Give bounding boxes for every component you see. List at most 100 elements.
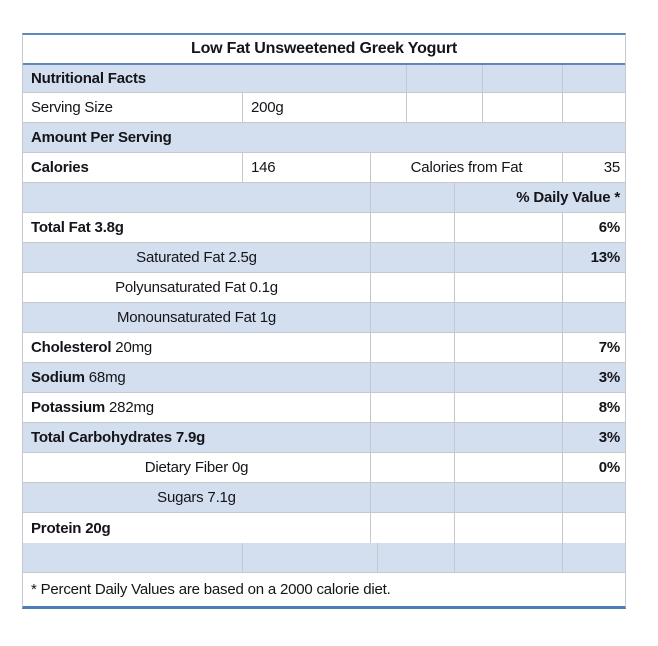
- nutrient-label: Sodium 68mg: [23, 363, 371, 392]
- nutrient-label: Cholesterol 20mg: [23, 333, 371, 362]
- empty-cell: [378, 543, 455, 572]
- empty-cell: [483, 93, 563, 122]
- nutrient-name: Total Fat 3.8g: [31, 219, 124, 236]
- empty-cell: [563, 93, 625, 122]
- empty-cell: [371, 333, 455, 362]
- nutrient-name: Cholesterol: [31, 339, 112, 356]
- nutrient-row: Total Fat 3.8g 6%: [23, 213, 625, 243]
- nutrient-amount: 20mg: [111, 339, 153, 356]
- empty-cell: [371, 303, 455, 332]
- empty-cell: [23, 183, 371, 212]
- nutrient-amount: 68mg: [84, 369, 126, 386]
- nutrient-row: Cholesterol 20mg 7%: [23, 333, 625, 363]
- empty-cell: [23, 543, 243, 572]
- empty-cell: [371, 393, 455, 422]
- daily-value: 3%: [598, 429, 620, 446]
- empty-cell: [455, 543, 563, 572]
- serving-size-row: Serving Size 200g: [23, 93, 625, 123]
- empty-cell: [371, 183, 455, 212]
- calories-row: Calories 146 Calories from Fat 35: [23, 153, 625, 183]
- daily-value: [563, 273, 625, 302]
- empty-cell: [455, 363, 563, 392]
- empty-cell: [407, 65, 483, 92]
- daily-value: [563, 483, 625, 512]
- serving-size-label: Serving Size: [23, 93, 243, 122]
- nutrient-amount: 282mg: [105, 399, 154, 416]
- footnote-row: * Percent Daily Values are based on a 20…: [23, 573, 625, 606]
- nutrient-label: Dietary Fiber 0g: [23, 453, 371, 482]
- nutrient-amount: Monounsaturated Fat 1g: [116, 309, 277, 326]
- empty-cell: [371, 363, 455, 392]
- empty-cell: [455, 483, 563, 512]
- empty-cell: [243, 543, 378, 572]
- empty-cell: [455, 303, 563, 332]
- nutrient-rows-container: Total Fat 3.8g 6% Saturated Fat 2.5g 13%…: [23, 213, 625, 543]
- empty-cell: [371, 483, 455, 512]
- empty-cell: [407, 93, 483, 122]
- amount-per-serving-label: Amount Per Serving: [31, 129, 172, 146]
- daily-value: 3%: [598, 369, 620, 386]
- empty-cell: [455, 243, 563, 272]
- daily-value: 6%: [598, 219, 620, 236]
- nutrient-row: Sugars 7.1g: [23, 483, 625, 513]
- nutrient-label: Sugars 7.1g: [23, 483, 371, 512]
- nutrient-row: Sodium 68mg 3%: [23, 363, 625, 393]
- title-row: Low Fat Unsweetened Greek Yogurt: [23, 35, 625, 65]
- nutritional-facts-row: Nutritional Facts: [23, 65, 625, 93]
- nutrition-facts-table: Low Fat Unsweetened Greek Yogurt Nutriti…: [22, 33, 626, 609]
- nutrient-amount: Polyunsaturated Fat 0.1g: [115, 279, 278, 296]
- daily-value: [563, 303, 625, 332]
- nutrient-row: Protein 20g: [23, 513, 625, 543]
- calories-from-fat-value: 35: [603, 159, 620, 176]
- empty-cell: [455, 513, 563, 543]
- empty-cell: [371, 273, 455, 302]
- daily-value: 8%: [598, 399, 620, 416]
- empty-cell: [455, 273, 563, 302]
- amount-per-serving-row: Amount Per Serving: [23, 123, 625, 153]
- empty-cell: [563, 543, 625, 572]
- nutrient-amount: Dietary Fiber 0g: [144, 459, 249, 476]
- nutrient-name: Potassium: [31, 399, 106, 416]
- product-title: Low Fat Unsweetened Greek Yogurt: [191, 40, 457, 57]
- empty-cell: [455, 423, 563, 452]
- serving-size-value: 200g: [243, 93, 407, 122]
- nutritional-facts-label: Nutritional Facts: [23, 65, 407, 92]
- empty-cell: [371, 243, 455, 272]
- daily-value: 13%: [590, 249, 621, 266]
- calories-from-fat-label: Calories from Fat: [371, 153, 563, 182]
- empty-cell: [371, 513, 455, 543]
- nutrient-label: Polyunsaturated Fat 0.1g: [23, 273, 371, 302]
- daily-value: 7%: [598, 339, 620, 356]
- empty-cell: [455, 393, 563, 422]
- nutrient-row: Total Carbohydrates 7.9g 3%: [23, 423, 625, 453]
- empty-cell: [563, 65, 625, 92]
- empty-cell: [455, 333, 563, 362]
- nutrient-label: Saturated Fat 2.5g: [23, 243, 371, 272]
- calories-label: Calories: [23, 153, 243, 182]
- nutrient-row: Potassium 282mg 8%: [23, 393, 625, 423]
- nutrient-label: Monounsaturated Fat 1g: [23, 303, 371, 332]
- nutrient-amount: Sugars 7.1g: [157, 489, 236, 506]
- footnote-text: * Percent Daily Values are based on a 20…: [31, 581, 391, 598]
- nutrient-label: Protein 20g: [23, 513, 371, 543]
- nutrient-name: Sodium: [31, 369, 85, 386]
- nutrient-label: Total Carbohydrates 7.9g: [23, 423, 371, 452]
- nutrient-name: Total Carbohydrates 7.9g: [31, 429, 206, 446]
- empty-cell: [371, 453, 455, 482]
- daily-value-header-row: % Daily Value *: [23, 183, 625, 213]
- empty-cell: [483, 65, 563, 92]
- daily-value: 0%: [598, 459, 620, 476]
- empty-cell: [371, 423, 455, 452]
- nutrient-name: Protein 20g: [31, 519, 111, 537]
- nutrient-label: Potassium 282mg: [23, 393, 371, 422]
- nutrient-amount: Saturated Fat 2.5g: [136, 249, 257, 266]
- spacer-row: [23, 543, 625, 573]
- nutrient-row: Polyunsaturated Fat 0.1g: [23, 273, 625, 303]
- nutrient-row: Monounsaturated Fat 1g: [23, 303, 625, 333]
- daily-value: [563, 513, 625, 543]
- empty-cell: [455, 453, 563, 482]
- empty-cell: [371, 213, 455, 242]
- calories-value: 146: [243, 153, 371, 182]
- nutrient-row: Saturated Fat 2.5g 13%: [23, 243, 625, 273]
